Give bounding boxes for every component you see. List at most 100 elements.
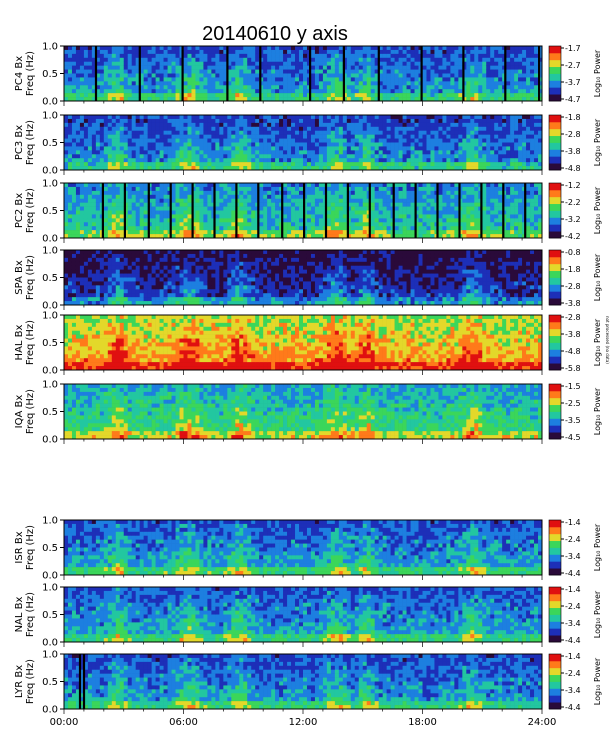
colorbar-label: Log₁₀ Power bbox=[593, 590, 602, 638]
heatmap-cells bbox=[64, 250, 543, 306]
y-tick-label: 1.0 bbox=[42, 246, 58, 257]
colorbar-tick-label: -2.5 bbox=[565, 399, 581, 408]
colorbar-tick-label: -4.4 bbox=[565, 569, 581, 578]
colorbar-tick-label: -2.7 bbox=[565, 61, 581, 70]
colorbar-tick-label: -3.5 bbox=[565, 416, 581, 425]
spectrogram-panel: 0.0 0.5 1.0 ISR Bx Freq (Hz) -1.4 -2.4 -3.4 -4.4… bbox=[14, 516, 602, 582]
spectrogram-panel: 0.0 0.5 1.0 PC4 Bx Freq (Hz) -1.7 -2.7 -3.7 -4.7… bbox=[14, 42, 602, 108]
y-tick-label: 0.0 bbox=[42, 166, 58, 177]
y-tick-label: 0.0 bbox=[42, 435, 58, 446]
colorbar-label: Log₁₀ Power bbox=[593, 186, 602, 234]
colorbar-label: Log₁₀ Power bbox=[593, 49, 602, 97]
station-label: PC4 Bx bbox=[14, 56, 25, 91]
colorbar-tick-label: -4.2 bbox=[565, 232, 581, 241]
y-tick-label: 0.5 bbox=[42, 138, 58, 149]
y-tick-label: 0.5 bbox=[42, 543, 58, 554]
colorbar-tick-label: -1.5 bbox=[565, 382, 581, 391]
data-gap bbox=[94, 46, 98, 101]
colorbar: -1.4 -2.4 -3.4 -4.4 Log₁₀ Power bbox=[548, 518, 602, 578]
colorbar-tick-label: -4.8 bbox=[565, 347, 581, 356]
y-tick-label: 0.5 bbox=[42, 610, 58, 621]
y-tick-label: 1.0 bbox=[42, 380, 58, 391]
colorbar: -2.8 -3.8 -4.8 -5.8 Log₁₀ Power bbox=[548, 313, 602, 373]
y-tick-label: 1.0 bbox=[42, 42, 58, 53]
data-gap bbox=[324, 183, 328, 238]
data-gap bbox=[377, 46, 380, 101]
data-gap bbox=[462, 46, 465, 101]
colorbar-tick-label: -5.8 bbox=[565, 364, 581, 373]
data-gap bbox=[101, 183, 104, 238]
data-gap bbox=[123, 183, 126, 238]
data-gap bbox=[436, 183, 439, 238]
colorbar-tick-label: -3.2 bbox=[565, 215, 581, 224]
data-gap bbox=[309, 46, 312, 101]
colorbar-tick-label: -4.5 bbox=[565, 433, 581, 442]
data-gap bbox=[504, 46, 507, 101]
colorbar-tick-label: -2.8 bbox=[565, 282, 581, 291]
data-gap bbox=[235, 183, 238, 238]
heatmap-cells bbox=[64, 46, 543, 102]
freq-axis-label: Freq (Hz) bbox=[25, 51, 36, 96]
freq-axis-label: Freq (Hz) bbox=[25, 320, 36, 365]
data-gap bbox=[82, 654, 86, 709]
y-tick-label: 0.5 bbox=[42, 69, 58, 80]
data-gap bbox=[303, 183, 306, 238]
colorbar: -0.8 -1.8 -2.8 -3.8 Log₁₀ Power bbox=[548, 248, 602, 308]
data-gap bbox=[458, 183, 461, 238]
colorbar-label: Log₁₀ Power bbox=[593, 387, 602, 435]
colorbar-tick-label: -2.4 bbox=[565, 602, 581, 611]
colorbar-tick-label: -1.8 bbox=[565, 265, 581, 274]
data-gap bbox=[257, 183, 260, 238]
y-tick-label: 0.5 bbox=[42, 206, 58, 217]
y-tick-label: 1.0 bbox=[42, 311, 58, 322]
colorbar-tick-label: -3.4 bbox=[565, 686, 581, 695]
spectrogram-panel: 0.0 0.5 1.0 NAL Bx Freq (Hz) -1.4 -2.4 -3.4 -4.4… bbox=[14, 583, 602, 649]
colorbar-tick-label: -3.8 bbox=[565, 299, 581, 308]
station-label: HAL Bx bbox=[14, 324, 25, 360]
data-gap bbox=[538, 46, 541, 101]
colorbar-tick-label: -2.8 bbox=[565, 313, 581, 322]
colorbar-tick-label: -1.4 bbox=[565, 652, 581, 661]
x-tick-label: 06:00 bbox=[169, 717, 198, 728]
spectrogram-panel: 0.0 0.5 1.0 PC3 Bx Freq (Hz) -1.8 -2.8 -3.8 -4.8… bbox=[14, 111, 602, 177]
colorbar-tick-label: -1.4 bbox=[565, 518, 581, 527]
y-tick-label: 1.0 bbox=[42, 650, 58, 661]
station-label: PC2 Bx bbox=[14, 193, 25, 228]
data-gap bbox=[191, 183, 194, 238]
station-label: SPA Bx bbox=[14, 260, 25, 295]
data-gap bbox=[181, 46, 184, 101]
data-gap bbox=[420, 46, 423, 101]
colorbar-label: Log₁₀ Power bbox=[593, 318, 602, 366]
colorbar: -1.8 -2.8 -3.8 -4.8 Log₁₀ Power bbox=[548, 113, 602, 173]
freq-axis-label: Freq (Hz) bbox=[25, 592, 36, 637]
data-gap bbox=[346, 183, 349, 238]
colorbar-tick-label: -1.4 bbox=[565, 585, 581, 594]
colorbar: -1.4 -2.4 -3.4 -4.4 Log₁₀ Power bbox=[548, 652, 602, 712]
spectrogram-panel: 0.0 0.5 1.0 LYR Bx Freq (Hz) -1.4 -2.4 -3.4 -4.4… bbox=[14, 650, 602, 716]
colorbar-tick-label: -2.4 bbox=[565, 535, 581, 544]
colorbar-tick-label: -2.8 bbox=[565, 130, 581, 139]
y-tick-label: 0.5 bbox=[42, 273, 58, 284]
data-gap bbox=[281, 183, 284, 238]
time-axis: 00:00 06:00 12:00 18:00 24:00 bbox=[50, 717, 557, 728]
heatmap-cells bbox=[64, 520, 543, 576]
y-tick-label: 1.0 bbox=[42, 111, 58, 122]
y-tick-label: 0.0 bbox=[42, 97, 58, 108]
data-gap bbox=[480, 183, 483, 238]
colorbar-label: Log₁₀ Power bbox=[593, 253, 602, 301]
freq-axis-label: Freq (Hz) bbox=[25, 659, 36, 704]
colorbar: -1.2 -2.2 -3.2 -4.2 Log₁₀ Power bbox=[548, 181, 602, 241]
y-tick-label: 0.5 bbox=[42, 407, 58, 418]
freq-axis-label: Freq (Hz) bbox=[25, 525, 36, 570]
x-tick-label: 18:00 bbox=[408, 717, 437, 728]
colorbar-tick-label: -4.4 bbox=[565, 703, 581, 712]
heatmap-cells bbox=[64, 654, 543, 710]
colorbar: -1.5 -2.5 -3.5 -4.5 Log₁₀ Power bbox=[548, 382, 602, 442]
colorbar-tick-label: -4.7 bbox=[565, 95, 581, 104]
data-gap bbox=[368, 183, 371, 238]
heatmap-cells bbox=[64, 384, 543, 440]
colorbar: -1.4 -2.4 -3.4 -4.4 Log₁₀ Power bbox=[548, 585, 602, 645]
heatmap-cells bbox=[64, 587, 543, 643]
